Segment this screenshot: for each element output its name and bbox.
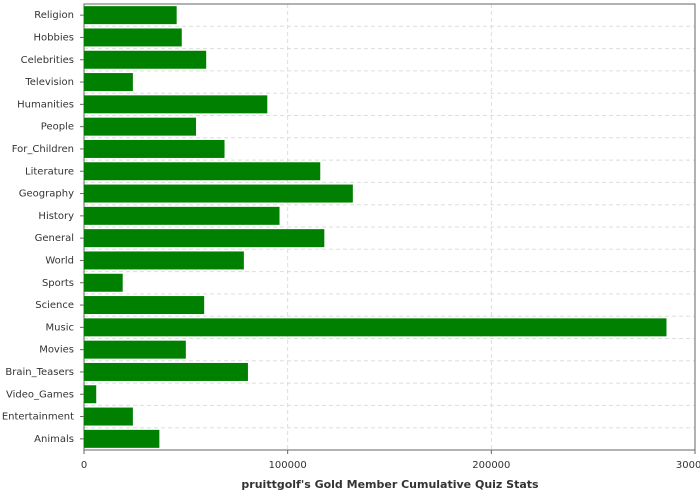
bar — [84, 117, 197, 136]
bar — [84, 340, 186, 359]
y-tick-label: History — [38, 211, 74, 222]
x-tick-label: 300000 — [676, 460, 700, 471]
y-tick-label: Entertainment — [2, 412, 74, 423]
y-tick-label: Hobbies — [34, 32, 74, 43]
y-tick-label: Science — [35, 300, 74, 311]
bar — [84, 50, 207, 69]
bar — [84, 296, 205, 315]
x-axis-label: pruittgolf's Gold Member Cumulative Quiz… — [241, 478, 539, 491]
plot-border — [83, 3, 696, 451]
bar — [84, 229, 325, 248]
bar — [84, 139, 225, 158]
y-tick-label: Geography — [19, 189, 74, 200]
y-tick-label: Movies — [39, 345, 74, 356]
y-tick-label: Humanities — [17, 99, 74, 110]
y-tick-label: Animals — [34, 434, 74, 445]
y-tick-label: Literature — [25, 166, 74, 177]
bar — [84, 73, 133, 92]
bar — [84, 273, 123, 292]
y-tick-label: Music — [46, 322, 74, 333]
y-tick-label: Television — [24, 77, 74, 88]
bar — [84, 6, 177, 25]
y-tick-label: General — [35, 233, 74, 244]
y-tick-label: World — [45, 255, 74, 266]
bar — [84, 429, 160, 448]
y-tick-label: People — [41, 122, 74, 133]
bar — [84, 407, 133, 426]
x-tick-label: 100000 — [269, 460, 307, 471]
bar — [84, 162, 321, 181]
y-tick-label: Celebrities — [21, 55, 74, 66]
y-tick-label: Religion — [34, 10, 74, 21]
bar — [84, 95, 268, 114]
x-tick-label: 0 — [81, 460, 87, 471]
y-tick-label: For_Children — [12, 144, 74, 155]
y-tick-label: Sports — [42, 278, 74, 289]
x-tick-label: 200000 — [472, 460, 510, 471]
bar — [84, 206, 280, 225]
bar — [84, 318, 667, 337]
bar — [84, 251, 244, 270]
y-tick-label: Brain_Teasers — [5, 367, 74, 378]
bar — [84, 184, 353, 203]
y-tick-label: Video_Games — [6, 389, 74, 400]
bar — [84, 362, 248, 381]
bar — [84, 385, 97, 404]
bar — [84, 28, 182, 47]
